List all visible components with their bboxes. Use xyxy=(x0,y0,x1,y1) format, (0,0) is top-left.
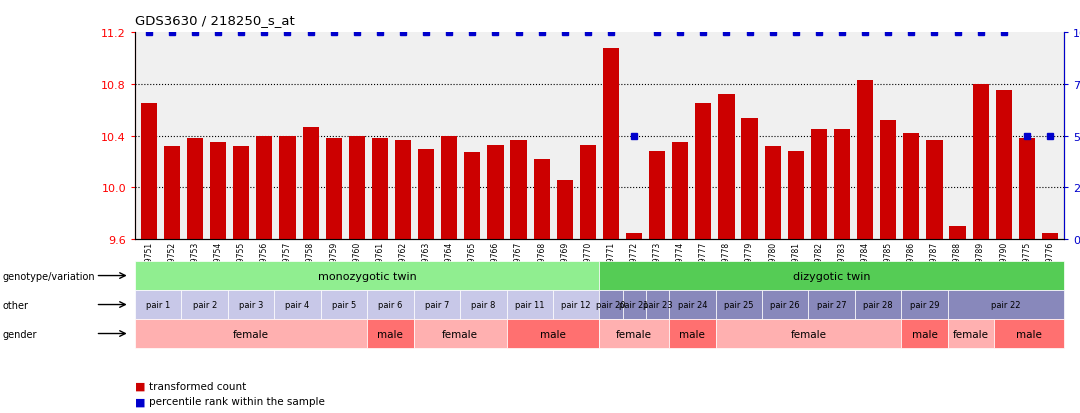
Text: pair 6: pair 6 xyxy=(378,300,403,309)
Text: pair 1: pair 1 xyxy=(146,300,171,309)
Text: pair 26: pair 26 xyxy=(770,300,800,309)
Text: monozygotic twin: monozygotic twin xyxy=(318,271,417,281)
Text: pair 22: pair 22 xyxy=(991,300,1021,309)
Bar xyxy=(1042,233,1058,240)
Bar xyxy=(349,136,365,240)
Text: ■: ■ xyxy=(135,396,146,406)
Text: male: male xyxy=(1016,329,1042,339)
Text: GDS3630 / 218250_s_at: GDS3630 / 218250_s_at xyxy=(135,14,295,27)
Text: female: female xyxy=(233,329,269,339)
Bar xyxy=(811,130,827,240)
Text: pair 28: pair 28 xyxy=(863,300,893,309)
Bar xyxy=(511,140,527,240)
Bar xyxy=(1018,139,1035,240)
Text: female: female xyxy=(953,329,989,339)
Text: female: female xyxy=(442,329,478,339)
Bar xyxy=(672,143,688,240)
Text: male: male xyxy=(679,329,705,339)
Bar xyxy=(765,147,781,240)
Text: ■: ■ xyxy=(135,381,146,391)
Text: pair 5: pair 5 xyxy=(332,300,356,309)
Bar xyxy=(441,136,457,240)
Bar xyxy=(903,134,919,240)
Text: male: male xyxy=(378,329,403,339)
Text: pair 21: pair 21 xyxy=(620,300,649,309)
Bar xyxy=(418,149,434,240)
Text: male: male xyxy=(540,329,566,339)
Bar xyxy=(372,139,388,240)
Bar xyxy=(972,85,988,240)
Text: pair 29: pair 29 xyxy=(909,300,940,309)
Bar xyxy=(927,140,943,240)
Text: percentile rank within the sample: percentile rank within the sample xyxy=(149,396,325,406)
Text: pair 7: pair 7 xyxy=(424,300,449,309)
Bar xyxy=(140,104,157,240)
Bar xyxy=(395,140,411,240)
Text: male: male xyxy=(912,329,937,339)
Text: pair 2: pair 2 xyxy=(192,300,217,309)
Bar xyxy=(742,118,758,240)
Bar xyxy=(649,152,665,240)
Bar xyxy=(603,49,619,240)
Text: female: female xyxy=(791,329,826,339)
Text: pair 23: pair 23 xyxy=(643,300,672,309)
Text: pair 25: pair 25 xyxy=(724,300,754,309)
Bar xyxy=(302,127,319,240)
Bar xyxy=(996,91,1012,240)
Text: other: other xyxy=(2,300,28,310)
Text: pair 24: pair 24 xyxy=(677,300,707,309)
Bar xyxy=(464,153,481,240)
Bar xyxy=(233,147,249,240)
Text: transformed count: transformed count xyxy=(149,381,246,391)
Bar xyxy=(949,227,966,240)
Text: genotype/variation: genotype/variation xyxy=(2,271,95,281)
Bar xyxy=(556,180,572,240)
Bar xyxy=(834,130,850,240)
Bar xyxy=(487,145,503,240)
Text: pair 11: pair 11 xyxy=(515,300,544,309)
Bar xyxy=(880,121,896,240)
Text: pair 12: pair 12 xyxy=(562,300,591,309)
Text: dizygotic twin: dizygotic twin xyxy=(793,271,870,281)
Bar xyxy=(211,143,227,240)
Text: female: female xyxy=(617,329,652,339)
Bar xyxy=(626,233,643,240)
Bar xyxy=(164,147,180,240)
Bar xyxy=(280,136,296,240)
Bar xyxy=(187,139,203,240)
Bar xyxy=(534,159,550,240)
Bar xyxy=(256,136,272,240)
Text: gender: gender xyxy=(2,329,37,339)
Bar xyxy=(580,145,596,240)
Text: pair 8: pair 8 xyxy=(471,300,496,309)
Bar xyxy=(858,81,874,240)
Text: pair 4: pair 4 xyxy=(285,300,310,309)
Bar xyxy=(718,95,734,240)
Bar xyxy=(787,152,804,240)
Text: pair 3: pair 3 xyxy=(239,300,264,309)
Text: pair 27: pair 27 xyxy=(816,300,847,309)
Text: pair 20: pair 20 xyxy=(596,300,625,309)
Bar xyxy=(325,139,341,240)
Bar xyxy=(696,104,712,240)
